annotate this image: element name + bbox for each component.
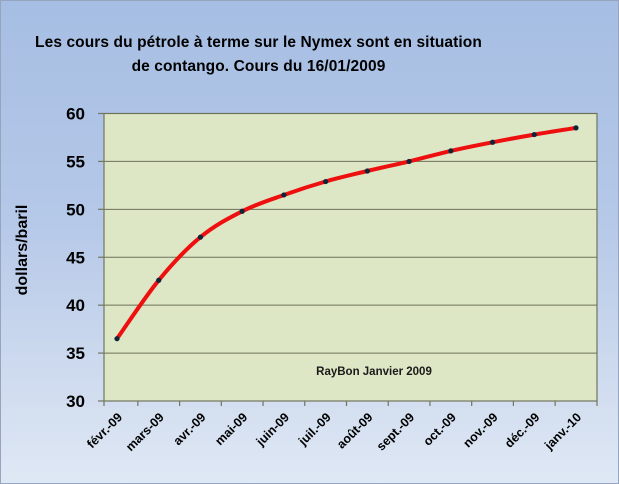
data-point-janv.-10 [573,125,579,131]
x-tick-label: mai-09 [212,410,250,448]
x-tick-label: déc.-09 [502,410,542,450]
x-tick-label: août-09 [334,410,375,451]
data-point-juil.-09 [323,178,329,185]
y-tick-label: 35 [66,344,85,363]
x-tick-label: mars-09 [123,410,167,454]
data-point-févr.-09 [114,336,120,342]
x-tick-label: sept.-09 [374,410,417,453]
y-tick-label: 55 [66,152,85,171]
x-tick-label: févr.-09 [84,410,125,451]
y-tick-label: 30 [66,392,85,411]
data-point-avr.-09 [197,234,204,240]
x-tick-label: oct.-09 [421,410,459,448]
y-tick-label: 40 [66,296,85,315]
data-point-mai-09 [239,208,245,214]
series-line [115,125,578,341]
x-tick-label: juin-09 [253,410,292,449]
x-tick-label: juil.-09 [295,410,334,449]
data-point-sept.-09 [406,158,412,165]
data-point-nov.-09 [489,139,496,145]
data-point-août-09 [364,168,370,174]
data-point-oct.-09 [448,148,454,154]
x-tick-label: janv.-10 [541,410,584,453]
data-point-juin-09 [281,192,287,198]
y-tick-label: 45 [66,248,85,267]
y-tick-label: 60 [66,105,85,124]
y-tick-label: 50 [66,200,85,219]
x-tick-label: nov.-09 [460,410,500,450]
chart-title: Les cours du pétrole à terme sur le Nyme… [35,34,482,76]
x-tick-label: avr.-09 [171,410,209,448]
source-annotation: RayBon Janvier 2009 [316,366,432,378]
data-point-mars-09 [156,277,162,283]
data-point-déc.-09 [531,131,537,138]
